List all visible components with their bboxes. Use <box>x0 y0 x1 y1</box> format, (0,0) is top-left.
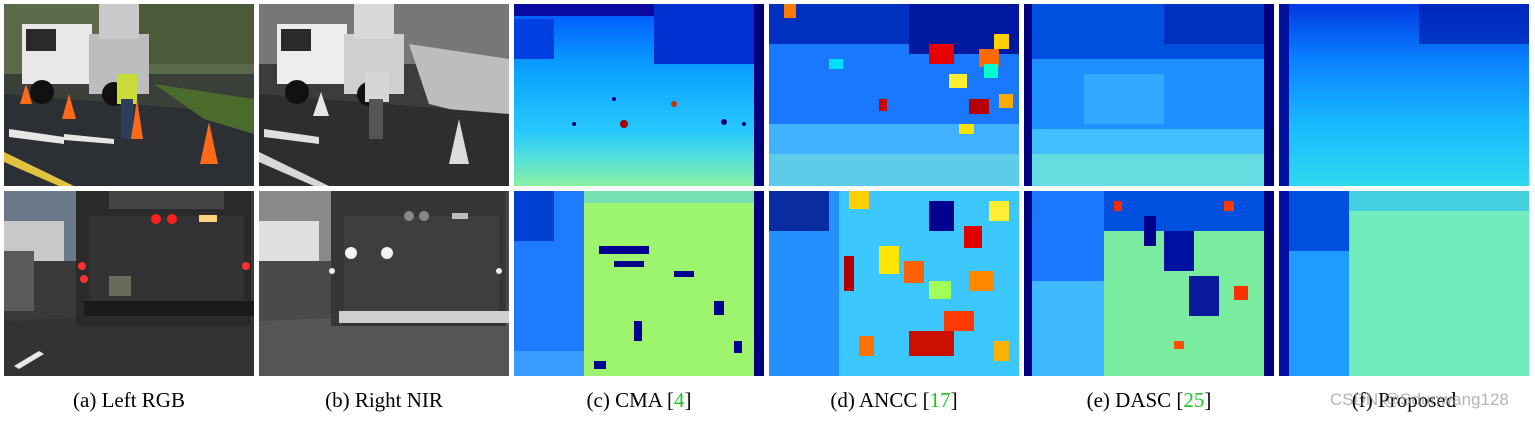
caption-f: (f) Proposed <box>1352 388 1456 413</box>
left-rgb-image-top <box>4 4 254 186</box>
dasc-disparity-top <box>1024 4 1274 186</box>
caption-d: (d) ANCC [17] <box>830 388 957 413</box>
caption-c: (c) CMA [4] <box>587 388 692 413</box>
caption-e: (e) DASC [25] <box>1087 388 1212 413</box>
csdn-watermark: CSDN @Sdunwang128 <box>1330 390 1509 409</box>
caption-c-suffix: ] <box>684 388 692 412</box>
caption-e-label: DASC [ <box>1115 388 1184 412</box>
caption-e-suffix: ] <box>1204 388 1212 412</box>
caption-c-label: CMA [ <box>615 388 674 412</box>
caption-f-prefix: (f) <box>1351 388 1379 412</box>
caption-f-label: Proposed <box>1378 388 1457 412</box>
caption-a: (a) Left RGB <box>73 388 185 413</box>
caption-d-citation[interactable]: 17 <box>929 388 951 412</box>
cma-disparity-top <box>514 4 764 186</box>
proposed-disparity-bottom <box>1279 191 1529 376</box>
caption-c-prefix: (c) <box>586 388 616 412</box>
ancc-disparity-bottom <box>769 191 1019 376</box>
caption-e-citation[interactable]: 25 <box>1183 388 1205 412</box>
dasc-disparity-bottom <box>1024 191 1274 376</box>
caption-d-suffix: ] <box>950 388 958 412</box>
caption-a-prefix: (a) <box>73 388 102 412</box>
proposed-disparity-top <box>1279 4 1529 186</box>
right-nir-image-bottom <box>259 191 509 376</box>
left-rgb-image-bottom <box>4 191 254 376</box>
ancc-disparity-top <box>769 4 1019 186</box>
caption-b: (b) Right NIR <box>325 388 443 413</box>
caption-b-prefix: (b) <box>325 388 355 412</box>
caption-b-label: Right NIR <box>354 388 443 412</box>
caption-a-label: Left RGB <box>101 388 185 412</box>
caption-d-label: ANCC [ <box>858 388 930 412</box>
caption-d-prefix: (d) <box>830 388 859 412</box>
caption-e-prefix: (e) <box>1086 388 1116 412</box>
caption-c-citation[interactable]: 4 <box>674 388 685 412</box>
cma-disparity-bottom <box>514 191 764 376</box>
right-nir-image-top <box>259 4 509 186</box>
